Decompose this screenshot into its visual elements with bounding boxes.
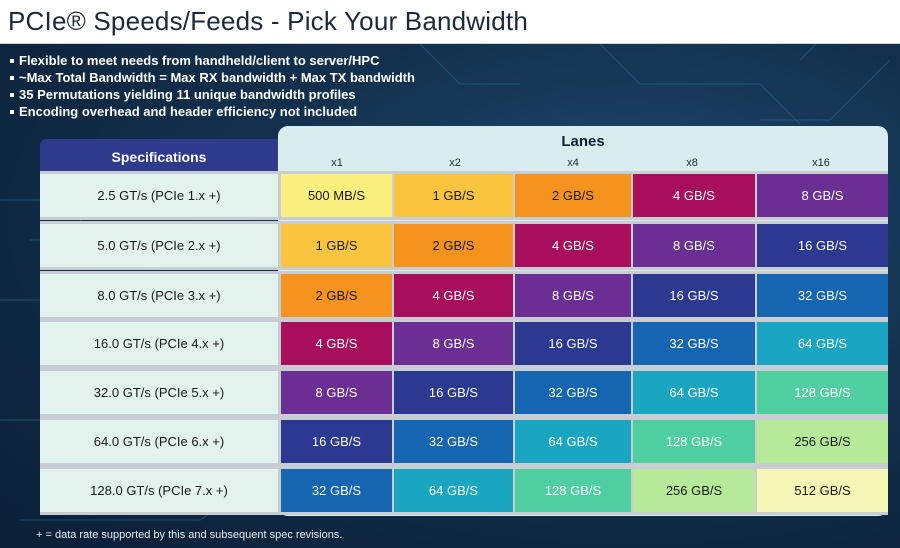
bandwidth-cell: 4 GB/S — [515, 224, 631, 267]
bandwidth-cell: 32 GB/S — [281, 469, 392, 512]
lane-header-x1: x1 — [331, 157, 343, 169]
bandwidth-cell: 1 GB/S — [281, 224, 392, 267]
spec-cell: 64.0 GT/s (PCIe 6.x +) — [40, 420, 278, 463]
bullet-list: Flexible to meet needs from handheld/cli… — [10, 52, 415, 120]
bandwidth-cell: 32 GB/S — [757, 274, 888, 317]
bandwidth-cell: 32 GB/S — [515, 371, 631, 414]
bandwidth-cell: 64 GB/S — [633, 371, 755, 414]
bullet-icon — [10, 58, 14, 63]
spec-cell: 32.0 GT/s (PCIe 5.x +) — [40, 371, 278, 414]
bandwidth-cell: 8 GB/S — [633, 224, 755, 267]
bullet-icon — [10, 75, 14, 80]
bullet-text: 35 Permutations yielding 11 unique bandw… — [19, 87, 356, 102]
bandwidth-cell: 128 GB/S — [757, 371, 888, 414]
lanes-title: Lanes — [561, 133, 605, 150]
lane-header-x4: x4 — [567, 157, 579, 169]
page-title: PCIe® Speeds/Feeds - Pick Your Bandwidth — [8, 6, 529, 36]
bandwidth-cell: 32 GB/S — [394, 420, 513, 463]
bandwidth-cell: 4 GB/S — [394, 274, 513, 317]
bullet-item: Encoding overhead and header efficiency … — [10, 103, 415, 120]
bandwidth-cell: 8 GB/S — [757, 174, 888, 217]
title-bar: PCIe® Speeds/Feeds - Pick Your Bandwidth — [0, 0, 900, 44]
bandwidth-cell: 256 GB/S — [757, 420, 888, 463]
footnote: + = data rate supported by this and subs… — [36, 529, 343, 541]
bandwidth-cell: 512 GB/S — [757, 469, 888, 512]
bandwidth-cell: 2 GB/S — [281, 274, 392, 317]
bandwidth-cell: 2 GB/S — [515, 174, 631, 217]
lane-header-x16: x16 — [812, 157, 830, 169]
spec-cell: 5.0 GT/s (PCIe 2.x +) — [40, 224, 278, 267]
bandwidth-cell: 256 GB/S — [633, 469, 755, 512]
bandwidth-cell: 1 GB/S — [394, 174, 513, 217]
bandwidth-cell: 16 GB/S — [757, 224, 888, 267]
spec-cell: 8.0 GT/s (PCIe 3.x +) — [40, 274, 278, 317]
bullet-item: ~Max Total Bandwidth = Max RX bandwidth … — [10, 69, 415, 86]
bandwidth-cell: 128 GB/S — [515, 469, 631, 512]
bandwidth-cell: 8 GB/S — [281, 371, 392, 414]
bandwidth-cell: 4 GB/S — [281, 322, 392, 365]
bandwidth-cell: 64 GB/S — [515, 420, 631, 463]
bandwidth-cell: 8 GB/S — [394, 322, 513, 365]
bandwidth-cell: 16 GB/S — [394, 371, 513, 414]
bandwidth-cell: 8 GB/S — [515, 274, 631, 317]
bullet-text: Encoding overhead and header efficiency … — [19, 104, 358, 119]
lane-header-x8: x8 — [686, 157, 698, 169]
lane-header-x2: x2 — [449, 157, 461, 169]
specifications-header: Specifications — [40, 139, 278, 175]
bandwidth-cell: 2 GB/S — [394, 224, 513, 267]
bandwidth-cell: 128 GB/S — [633, 420, 755, 463]
bandwidth-cell: 64 GB/S — [757, 322, 888, 365]
bandwidth-cell: 4 GB/S — [633, 174, 755, 217]
bullet-item: Flexible to meet needs from handheld/cli… — [10, 52, 415, 69]
bandwidth-cell: 16 GB/S — [281, 420, 392, 463]
bullet-icon — [10, 109, 14, 114]
bandwidth-cell: 16 GB/S — [515, 322, 631, 365]
spec-cell: 16.0 GT/s (PCIe 4.x +) — [40, 322, 278, 365]
bullet-item: 35 Permutations yielding 11 unique bandw… — [10, 86, 415, 103]
bandwidth-cell: 16 GB/S — [633, 274, 755, 317]
bandwidth-cell: 64 GB/S — [394, 469, 513, 512]
bullet-text: ~Max Total Bandwidth = Max RX bandwidth … — [19, 70, 415, 85]
bandwidth-cell: 32 GB/S — [633, 322, 755, 365]
bullet-icon — [10, 92, 14, 97]
bandwidth-cell: 500 MB/S — [281, 174, 392, 217]
spec-cell: 128.0 GT/s (PCIe 7.x +) — [40, 469, 278, 512]
spec-cell: 2.5 GT/s (PCIe 1.x +) — [40, 174, 278, 217]
bullet-text: Flexible to meet needs from handheld/cli… — [19, 53, 380, 68]
